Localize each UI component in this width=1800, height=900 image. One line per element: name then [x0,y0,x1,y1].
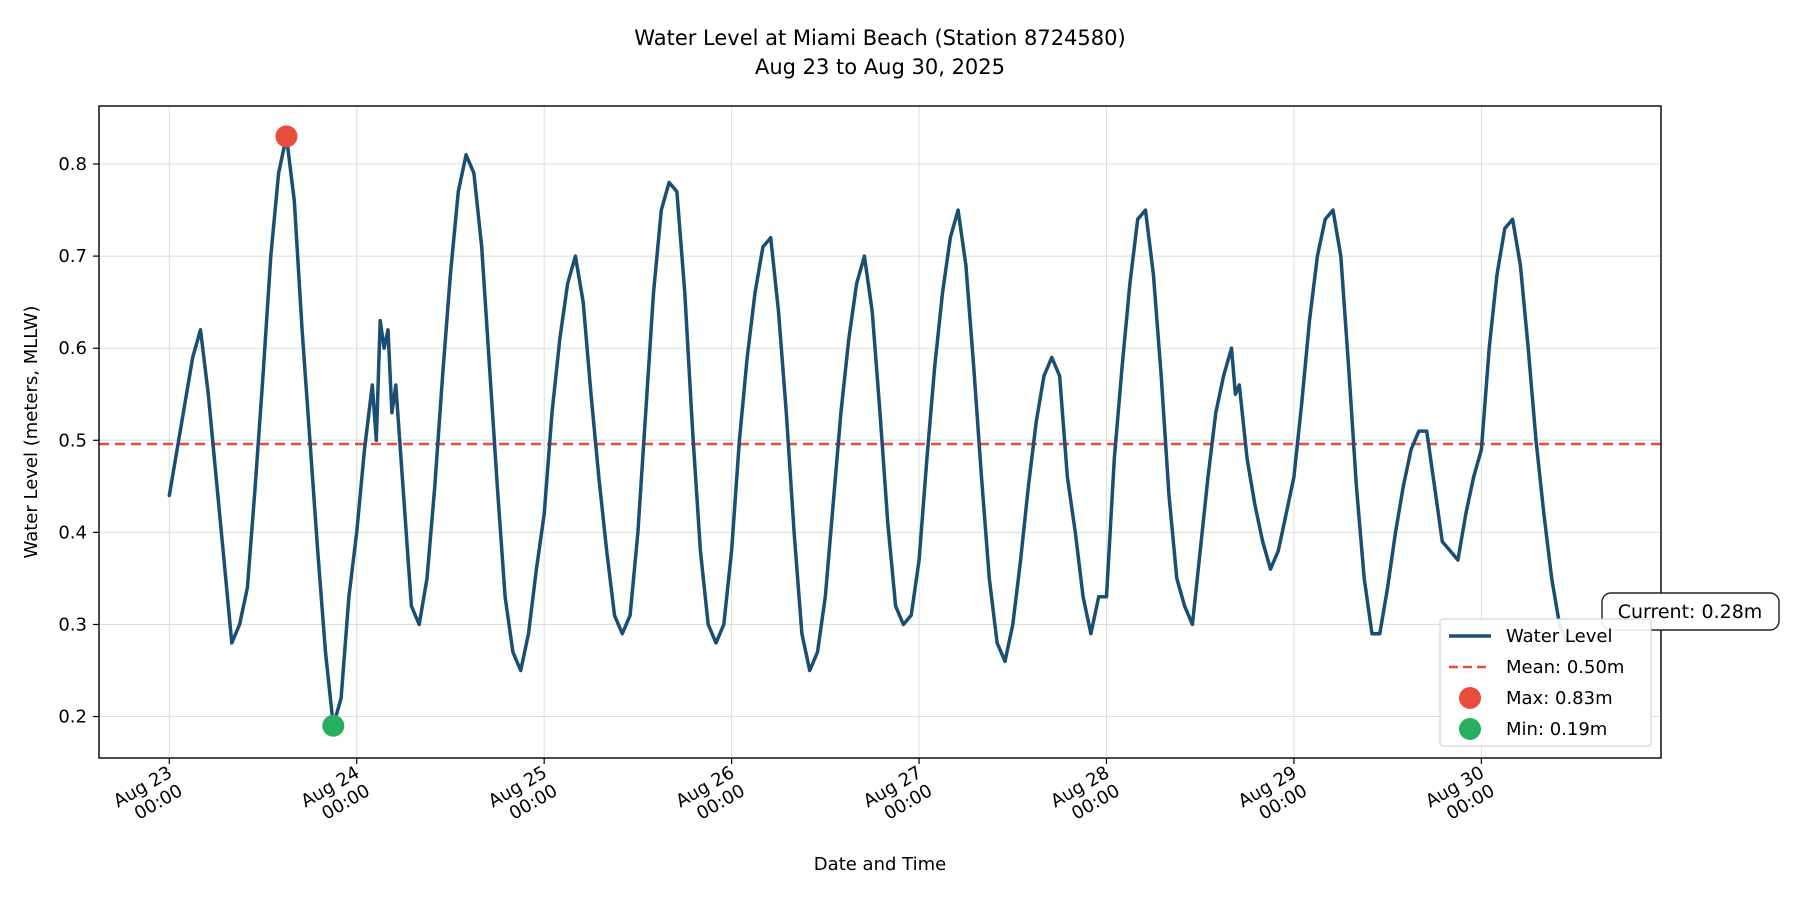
y-axis-label: Water Level (meters, MLLW) [21,306,42,559]
legend-box [1439,618,1652,747]
max-marker [275,125,298,148]
y-axis: 0.2 0.3 0.4 0.5 0.6 0.7 0.8 [58,154,99,728]
min-marker [322,714,345,737]
y-tick-label-5: 0.7 [58,246,87,267]
y-tick-label-1: 0.3 [58,614,87,635]
marker-layer [275,125,345,737]
legend-max-label: Max: 0.83m [1506,688,1613,709]
legend-water-level-label: Water Level [1506,626,1612,647]
y-tick-label-4: 0.6 [58,338,87,359]
series-layer [167,134,1570,728]
legend: Water Level Mean: 0.50m Max: 0.83m Min: … [1439,618,1652,747]
legend-min-swatch [1459,718,1481,740]
legend-min-label: Min: 0.19m [1506,719,1607,740]
y-tick-label-3: 0.5 [58,430,87,451]
water-level-line [167,134,1570,728]
chart-subtitle: Aug 23 to Aug 30, 2025 [755,55,1005,79]
y-tick-label-6: 0.8 [58,154,87,175]
chart-title: Water Level at Miami Beach (Station 8724… [634,26,1125,50]
x-axis-label: Date and Time [814,854,946,875]
plot-frame [98,105,1662,759]
legend-mean-label: Mean: 0.50m [1506,657,1624,678]
legend-max-swatch [1459,687,1481,709]
current-annotation-text: Current: 0.28m [1618,601,1763,623]
grid [99,106,1661,758]
y-tick-label-2: 0.4 [58,522,87,543]
y-tick-label-0: 0.2 [58,707,87,728]
